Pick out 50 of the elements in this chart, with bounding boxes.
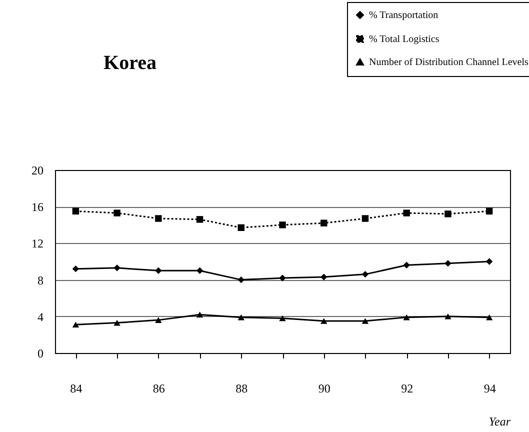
point [238, 314, 244, 320]
point [444, 260, 452, 267]
x-tick-label: 86 [152, 382, 165, 396]
point [279, 222, 286, 228]
y-tick-label: 4 [38, 310, 44, 324]
point [72, 208, 80, 215]
point [320, 220, 328, 226]
point [114, 264, 120, 272]
point [279, 274, 286, 282]
point [444, 313, 452, 320]
point [486, 258, 493, 265]
point [196, 267, 204, 274]
x-axis-title: Year [488, 414, 511, 428]
point [155, 317, 162, 323]
point [279, 315, 286, 322]
point [486, 208, 493, 215]
legend-label: % Total Logistics [369, 34, 440, 45]
chart-title: Korea [104, 52, 156, 74]
x-tick-label: 88 [236, 382, 248, 396]
point [320, 318, 328, 324]
legend-label: Number of Distribution Channel Levels [369, 57, 529, 68]
point [238, 276, 244, 284]
y-tick-label: 20 [32, 164, 44, 178]
point [403, 262, 410, 269]
point [196, 312, 204, 318]
point [72, 265, 80, 272]
point [403, 314, 410, 320]
point [238, 224, 244, 231]
point [362, 318, 369, 324]
point [114, 210, 120, 216]
y-tick-label: 16 [32, 200, 44, 214]
y-tick-label: 8 [38, 273, 44, 288]
point [362, 270, 369, 278]
point [444, 210, 452, 218]
x-tick-label: 84 [70, 382, 82, 396]
y-tick-label: 0 [38, 346, 44, 360]
x-tick-label: 94 [484, 382, 496, 396]
x-tick-label: 92 [401, 382, 414, 396]
point [155, 215, 162, 222]
point [486, 314, 493, 320]
x-tick-label: 90 [318, 382, 330, 396]
point [320, 274, 328, 280]
legend-label: % Transportation [369, 10, 438, 21]
y-tick-label: 12 [32, 236, 44, 251]
point [362, 215, 369, 222]
point [155, 267, 162, 274]
point [114, 320, 120, 326]
point [403, 210, 410, 216]
point [196, 216, 204, 223]
point [72, 322, 80, 328]
